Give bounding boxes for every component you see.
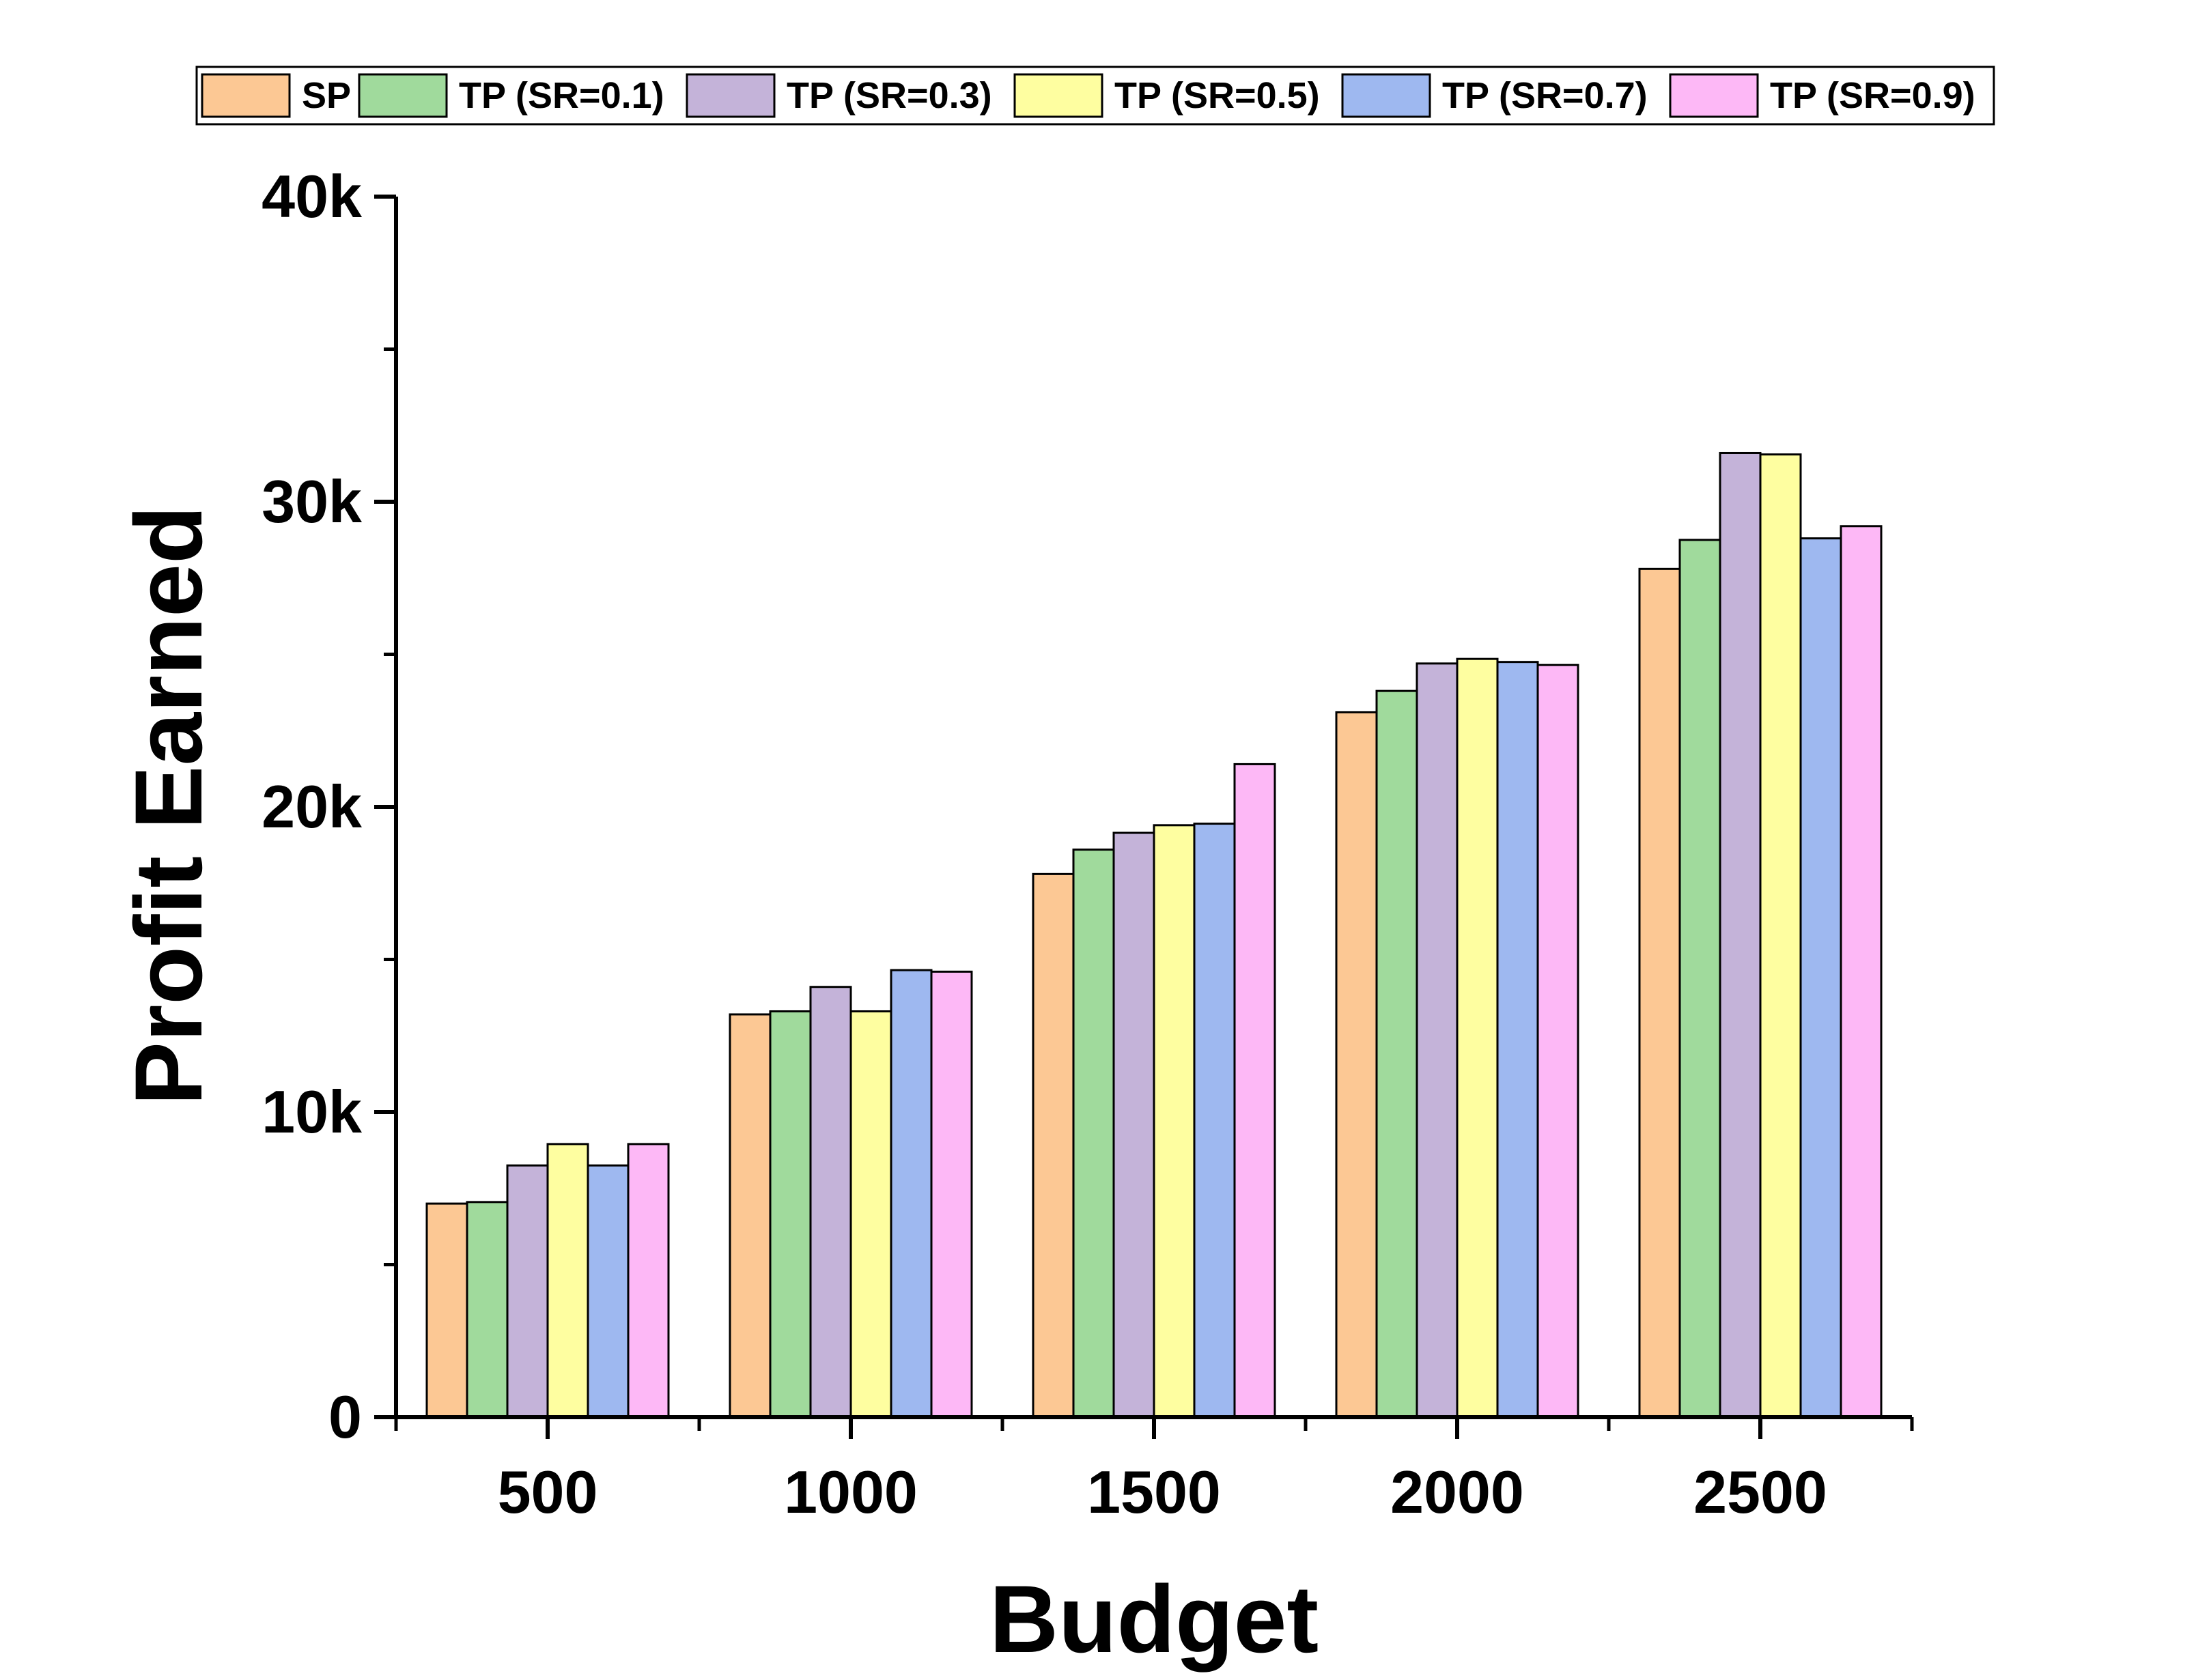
legend-swatch [1669, 73, 1759, 118]
legend-swatch [358, 73, 448, 118]
y-tick-label: 10k [262, 1078, 363, 1145]
legend-label: TP (SR=0.9) [1770, 75, 1975, 116]
bar-tp-sr-0-5-500 [546, 1143, 589, 1419]
bar-sp-1500 [1032, 872, 1075, 1419]
bar-tp-sr-0-9-500 [627, 1143, 670, 1419]
x-tick-label: 2000 [1390, 1458, 1524, 1526]
bar-tp-sr-0-5-2000 [1456, 657, 1499, 1419]
y-tick-label: 40k [262, 162, 363, 230]
bar-tp-sr-0-7-1000 [890, 969, 933, 1419]
bar-tp-sr-0-3-1000 [809, 986, 852, 1419]
x-tick-label: 1000 [784, 1458, 918, 1526]
y-tick-label: 0 [328, 1383, 362, 1451]
bar-tp-sr-0-9-1000 [930, 970, 973, 1419]
x-axis-label: Budget [989, 1565, 1319, 1672]
bar-tp-sr-0-1-1500 [1072, 849, 1115, 1419]
bar-tp-sr-0-5-1500 [1153, 824, 1196, 1419]
y-tick-label: 20k [262, 773, 363, 840]
bar-tp-sr-0-5-2500 [1759, 453, 1802, 1419]
x-tick-label: 500 [498, 1458, 598, 1526]
legend-label: TP (SR=0.1) [459, 75, 664, 116]
bar-tp-sr-0-3-2500 [1719, 451, 1762, 1419]
bar-tp-sr-0-7-2500 [1799, 537, 1842, 1419]
bar-sp-500 [425, 1202, 468, 1419]
bar-tp-sr-0-9-2500 [1840, 525, 1883, 1419]
bar-tp-sr-0-5-1000 [849, 1010, 892, 1419]
legend-swatch [1341, 73, 1431, 118]
bar-sp-1000 [729, 1013, 772, 1419]
bar-tp-sr-0-7-500 [587, 1164, 630, 1419]
y-axis-label: Profit Earned [115, 505, 222, 1105]
bar-tp-sr-0-9-1500 [1233, 763, 1276, 1419]
x-tick-label: 1500 [1087, 1458, 1221, 1526]
legend-swatch [201, 73, 291, 118]
legend-swatch [1013, 73, 1103, 118]
bar-tp-sr-0-1-500 [466, 1201, 509, 1419]
legend-label: SP [302, 75, 351, 116]
legend-swatch [686, 73, 776, 118]
legend-label: TP (SR=0.3) [787, 75, 992, 116]
bar-tp-sr-0-1-2500 [1678, 539, 1721, 1419]
legend: SP TP (SR=0.1) TP (SR=0.3) TP (SR=0.5) TP (S… [195, 66, 1995, 126]
bar-tp-sr-0-7-1500 [1193, 823, 1236, 1419]
bar-tp-sr-0-3-500 [506, 1164, 549, 1419]
bar-sp-2500 [1638, 567, 1681, 1419]
axes: 0 10k 20k 30k 40k 500 1000 1500 2000 2500 [262, 162, 1914, 1526]
bar-tp-sr-0-9-2000 [1536, 664, 1579, 1419]
bar-tp-sr-0-3-1500 [1112, 831, 1155, 1419]
legend-label: TP (SR=0.5) [1114, 75, 1320, 116]
bar-tp-sr-0-3-2000 [1416, 662, 1459, 1419]
bar-sp-2000 [1335, 711, 1378, 1419]
x-tick-label: 2500 [1693, 1458, 1827, 1526]
legend-label: TP (SR=0.7) [1442, 75, 1648, 116]
bar-tp-sr-0-1-1000 [769, 1010, 812, 1419]
bars [425, 451, 1883, 1419]
y-tick-label: 30k [262, 468, 363, 535]
bar-tp-sr-0-7-2000 [1496, 661, 1539, 1419]
bar-tp-sr-0-1-2000 [1375, 689, 1418, 1419]
